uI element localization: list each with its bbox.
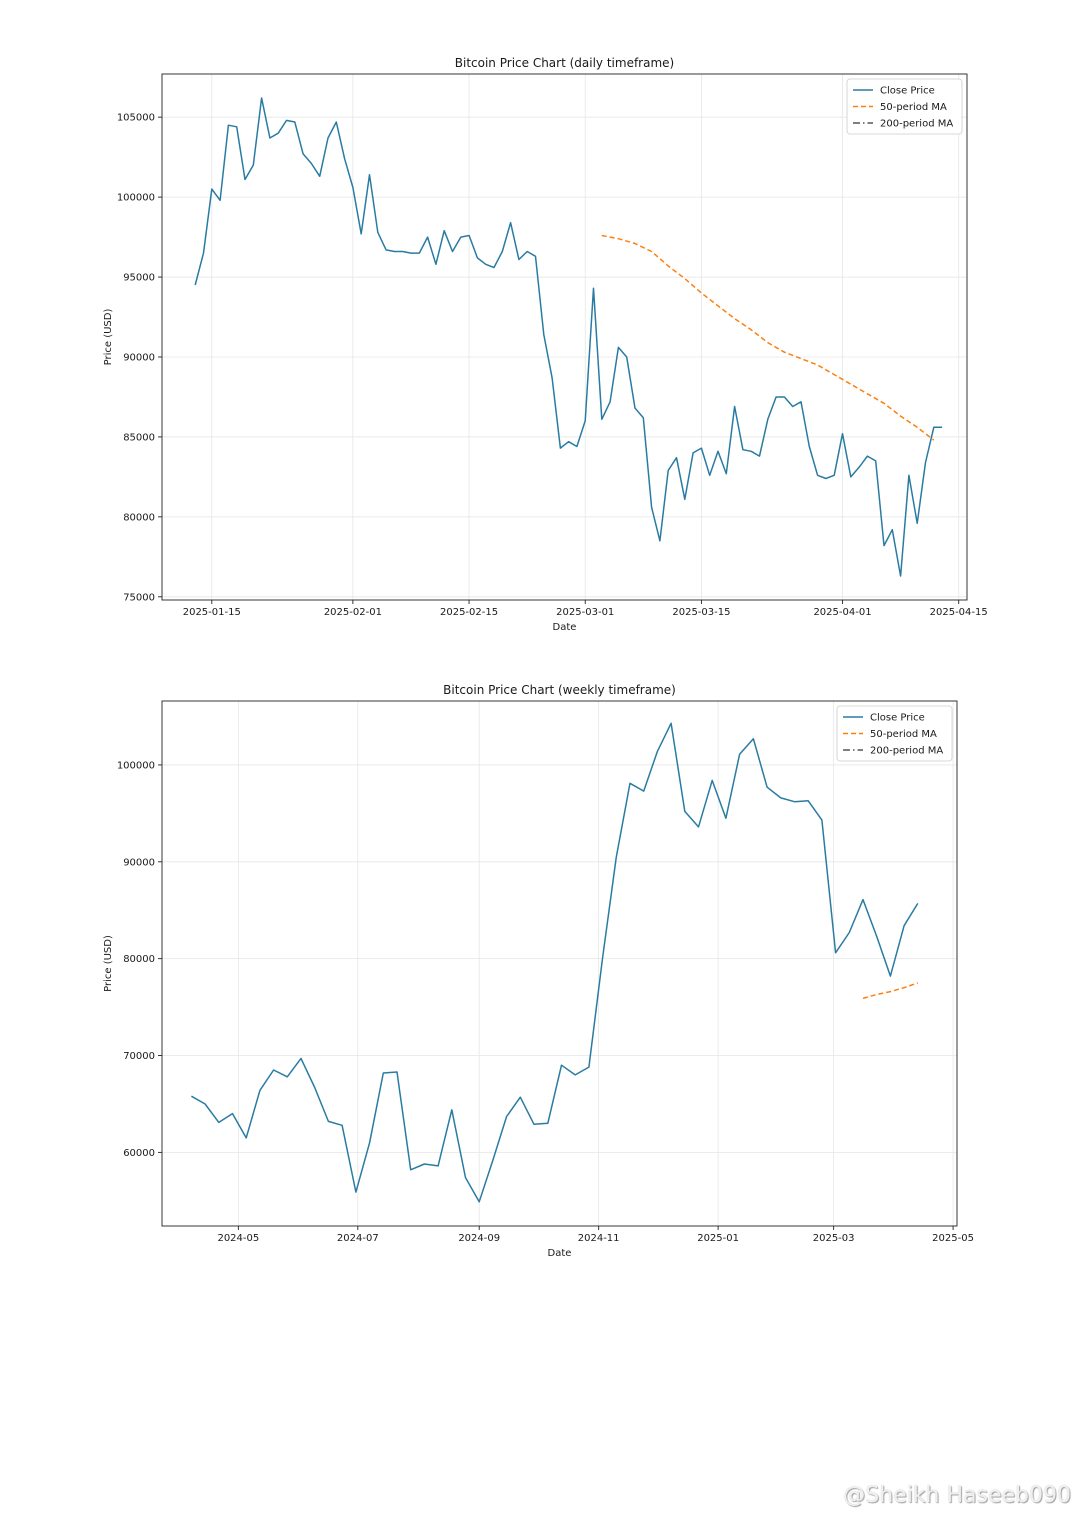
x-axis-label: Date [548,1248,572,1259]
legend-label: 50-period MA [880,102,947,113]
legend-label: 50-period MA [870,729,937,740]
y-axis-label: Price (USD) [103,935,114,992]
weekly-price-chart: 60000 70000 80000 90000 100000 2024-05 2024-07… [103,683,974,1259]
series-line-close-price [191,722,919,1203]
x-tick-label: 2024-07 [337,1233,379,1244]
legend-box [846,78,963,135]
x-tick-label: 2025-05 [932,1233,974,1244]
legend-label: 200-period MA [870,746,943,757]
chart-title: Bitcoin Price Chart (weekly timeframe) [443,683,676,697]
series-line-50-period-ma [601,234,935,441]
series-line-50-period-ma [862,982,919,1000]
plot-frame [161,700,958,1227]
series-line-close-price [194,97,943,577]
x-tick-label: 2025-03-15 [672,607,730,618]
y-tick-label: 60000 [123,1148,155,1159]
y-tick-label: 80000 [123,512,155,523]
x-tick-label: 2025-02-15 [440,607,498,618]
x-axis-label: Date [553,622,577,633]
y-tick-label: 105000 [117,113,155,124]
y-axis-label: Price (USD) [103,309,114,366]
x-tick-label: 2025-01-15 [183,607,241,618]
x-tick-label: 2025-02-01 [324,607,382,618]
x-tick-label: 2025-03 [813,1233,855,1244]
y-tick-label: 100000 [117,760,155,771]
y-tick-label: 95000 [123,273,155,284]
x-tick-label: 2025-01 [697,1233,739,1244]
legend-label: 200-period MA [880,119,953,130]
x-tick-label: 2025-03-01 [556,607,614,618]
y-tick-label: 90000 [123,857,155,868]
daily-price-chart: 75000 80000 85000 90000 95000 100000 105000 202… [103,56,988,633]
y-tick-label: 90000 [123,352,155,363]
chart-title: Bitcoin Price Chart (daily timeframe) [455,56,674,70]
plot-frame [161,73,968,601]
x-tick-label: 2025-04-01 [813,607,871,618]
y-tick-label: 85000 [123,432,155,443]
y-tick-label: 75000 [123,592,155,603]
x-tick-label: 2024-11 [578,1233,620,1244]
legend-label: Close Price [880,86,935,97]
y-tick-label: 80000 [123,954,155,965]
legend-label: Close Price [870,713,925,724]
x-tick-label: 2024-09 [458,1233,500,1244]
y-tick-label: 70000 [123,1051,155,1062]
legend-box [836,705,953,762]
watermark: @Sheikh Haseeb090 [843,1483,1071,1508]
x-tick-label: 2024-05 [217,1233,259,1244]
y-tick-label: 100000 [117,193,155,204]
x-tick-label: 2025-04-15 [930,607,988,618]
